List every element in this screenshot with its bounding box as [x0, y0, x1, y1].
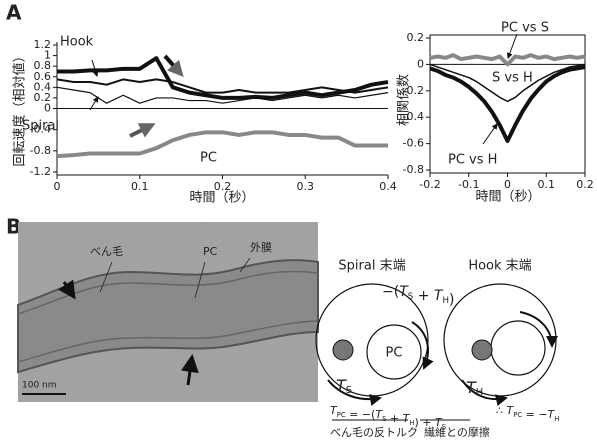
y-tick-label: 0	[417, 57, 424, 70]
y-axis-label: 回転速度（相対値）	[12, 49, 28, 166]
x-tick-label: 0.4	[379, 180, 397, 193]
series-line	[57, 132, 388, 156]
y-tick-label: -1.2	[30, 165, 51, 178]
formula-text: +	[413, 288, 434, 304]
formula-text: −(	[382, 284, 399, 300]
formula: −(TS + TH)	[382, 284, 454, 308]
series-label: Spiral	[22, 119, 59, 134]
y-tick-label: -0.8	[403, 163, 424, 176]
formula-sub: S	[442, 423, 446, 431]
figure: A B べん毛 PC 外膜 100 nm Spiral 末端 Hook 末端 P…	[0, 0, 597, 443]
formula-text: ∴	[496, 404, 507, 417]
image-label: べん毛	[90, 245, 123, 258]
motor	[333, 340, 353, 360]
diagram-title: Spiral 末端	[338, 259, 405, 274]
page: A B べん毛 PC 外膜 100 nm Spiral 末端 Hook 末端 P…	[0, 0, 597, 443]
formula-sub: H	[476, 387, 483, 398]
rotor-inner	[491, 321, 545, 375]
formula-sub: S	[346, 385, 352, 396]
formula-text: )	[449, 292, 454, 308]
series-label: Hook	[60, 35, 94, 50]
scale-bar-label: 100 nm	[22, 381, 57, 391]
image-label: 外膜	[250, 241, 272, 254]
y-tick-label: 0.2	[407, 31, 425, 44]
diagram-title: Hook 末端	[468, 259, 531, 274]
series-label: PC vs H	[448, 153, 497, 168]
x-tick-label: 0.2	[576, 178, 594, 191]
pc-label: PC	[386, 346, 403, 361]
formula-text: = −(	[346, 408, 376, 421]
series-label: PC vs S	[501, 21, 549, 36]
formula-sub: H	[554, 415, 559, 423]
pointer	[92, 60, 97, 76]
image-label: PC	[203, 245, 218, 258]
note: べん毛の反トルク	[330, 426, 418, 439]
formula-text: = −	[522, 408, 547, 421]
y-tick-label: -0.8	[30, 144, 51, 157]
formula-sub: PC	[337, 411, 346, 419]
formula-text: +	[386, 412, 402, 425]
series-label: S vs H	[492, 71, 533, 86]
pointer	[483, 124, 497, 144]
x-tick-label: -0.2	[419, 178, 440, 191]
x-axis-label: 時間（秒）	[189, 191, 254, 206]
y-axis-label: 相関係数	[397, 74, 412, 126]
x-tick-label: 0	[54, 180, 61, 193]
formula-sub: PC	[513, 411, 522, 419]
series-label: PC	[200, 151, 217, 166]
x-axis-label: 時間（秒）	[475, 190, 540, 205]
y-tick-label: -0.6	[403, 137, 424, 150]
panel-label: A	[6, 1, 22, 25]
formula-text: ) +	[414, 416, 435, 429]
formula: ∴ TPC = −TH	[496, 404, 559, 423]
x-tick-label: 0.1	[131, 180, 149, 193]
trend-arrow	[165, 56, 181, 74]
series-line	[57, 79, 388, 92]
formula: TS	[336, 376, 352, 397]
x-tick-label: 0.3	[297, 180, 315, 193]
series-line	[430, 55, 585, 64]
trend-arrow	[130, 125, 152, 136]
y-tick-label: 0	[44, 102, 51, 115]
formula: TH	[466, 378, 483, 399]
pointer	[508, 34, 517, 58]
motor	[472, 340, 492, 360]
